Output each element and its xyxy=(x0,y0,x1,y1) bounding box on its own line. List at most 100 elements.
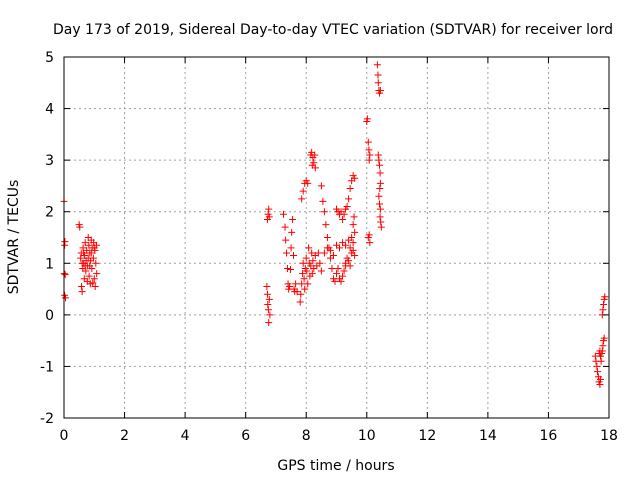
y-tick-label: -1 xyxy=(40,359,54,375)
x-tick-label: 18 xyxy=(600,428,618,444)
data-point xyxy=(265,213,273,221)
data-point xyxy=(311,151,319,159)
data-points xyxy=(60,61,609,388)
x-tick-label: 6 xyxy=(241,428,250,444)
data-point xyxy=(302,254,310,262)
data-point xyxy=(280,210,288,218)
data-point xyxy=(308,249,316,257)
data-point xyxy=(343,203,351,211)
data-point xyxy=(363,115,371,123)
data-point xyxy=(62,294,70,302)
data-point xyxy=(288,228,296,236)
data-point xyxy=(78,288,86,296)
data-point xyxy=(308,270,316,278)
data-point xyxy=(345,195,353,203)
data-point xyxy=(305,244,313,252)
data-point xyxy=(61,238,69,246)
data-point xyxy=(599,306,607,314)
data-point xyxy=(326,246,334,254)
x-tick-label: 2 xyxy=(120,428,129,444)
data-point xyxy=(298,195,306,203)
data-point xyxy=(375,200,383,208)
data-point xyxy=(351,228,359,236)
data-point xyxy=(283,249,291,257)
data-point xyxy=(265,205,273,213)
data-point xyxy=(266,311,274,319)
data-point xyxy=(290,252,298,260)
data-point xyxy=(286,282,294,290)
data-point xyxy=(93,270,101,278)
data-point xyxy=(375,161,383,169)
data-point xyxy=(601,293,609,301)
data-point xyxy=(303,267,311,275)
data-point xyxy=(264,301,272,309)
data-point xyxy=(346,185,354,193)
data-point xyxy=(328,264,336,272)
x-tick-label: 14 xyxy=(479,428,497,444)
data-point xyxy=(599,342,607,350)
y-tick-label: 1 xyxy=(45,256,54,272)
x-tick-label: 16 xyxy=(540,428,558,444)
data-point xyxy=(336,244,344,252)
data-point xyxy=(351,252,359,260)
y-tick-label: 2 xyxy=(45,205,54,221)
data-point xyxy=(314,249,322,257)
data-point xyxy=(310,159,318,167)
data-point xyxy=(374,79,382,87)
data-point xyxy=(85,272,93,280)
data-point xyxy=(76,223,84,231)
data-point xyxy=(292,280,300,288)
data-point xyxy=(319,197,327,205)
data-point xyxy=(77,254,85,262)
data-point xyxy=(349,246,357,254)
data-point xyxy=(311,164,319,172)
data-point xyxy=(296,298,304,306)
data-point xyxy=(84,254,92,262)
data-point xyxy=(339,272,347,280)
data-point xyxy=(351,174,359,182)
data-point xyxy=(374,151,382,159)
data-point xyxy=(91,282,99,290)
data-point xyxy=(331,277,339,285)
data-point xyxy=(92,259,100,267)
data-point xyxy=(597,375,605,383)
data-point xyxy=(329,252,337,260)
data-point xyxy=(346,262,354,270)
data-point xyxy=(263,282,271,290)
x-tick-label: 8 xyxy=(302,428,311,444)
data-point xyxy=(375,156,383,164)
data-point xyxy=(322,221,330,229)
data-point xyxy=(304,280,312,288)
x-tick-label: 10 xyxy=(358,428,376,444)
data-point xyxy=(301,285,309,293)
data-point xyxy=(376,213,384,221)
data-point xyxy=(375,192,383,200)
data-point xyxy=(299,187,307,195)
data-point xyxy=(374,71,382,79)
data-point xyxy=(281,223,289,231)
data-point xyxy=(304,179,312,187)
data-point xyxy=(593,362,601,370)
data-point xyxy=(349,239,357,247)
data-point xyxy=(349,221,357,229)
data-point xyxy=(86,262,94,270)
data-point xyxy=(300,275,308,283)
x-tick-label: 12 xyxy=(418,428,436,444)
data-point xyxy=(337,277,345,285)
data-point xyxy=(265,295,273,303)
data-point xyxy=(596,380,604,388)
data-point xyxy=(293,288,301,296)
data-point xyxy=(323,234,331,241)
y-tick-label: -2 xyxy=(40,411,54,427)
chart-title: Day 173 of 2019, Sidereal Day-to-day VTE… xyxy=(53,22,613,38)
data-point xyxy=(597,357,605,365)
data-point xyxy=(263,290,271,298)
data-point xyxy=(287,244,295,252)
data-point xyxy=(600,301,608,309)
data-point xyxy=(348,234,356,241)
y-tick-label: 3 xyxy=(45,153,54,169)
data-point xyxy=(80,249,88,257)
x-tick-label: 0 xyxy=(60,428,69,444)
data-point xyxy=(87,249,95,257)
